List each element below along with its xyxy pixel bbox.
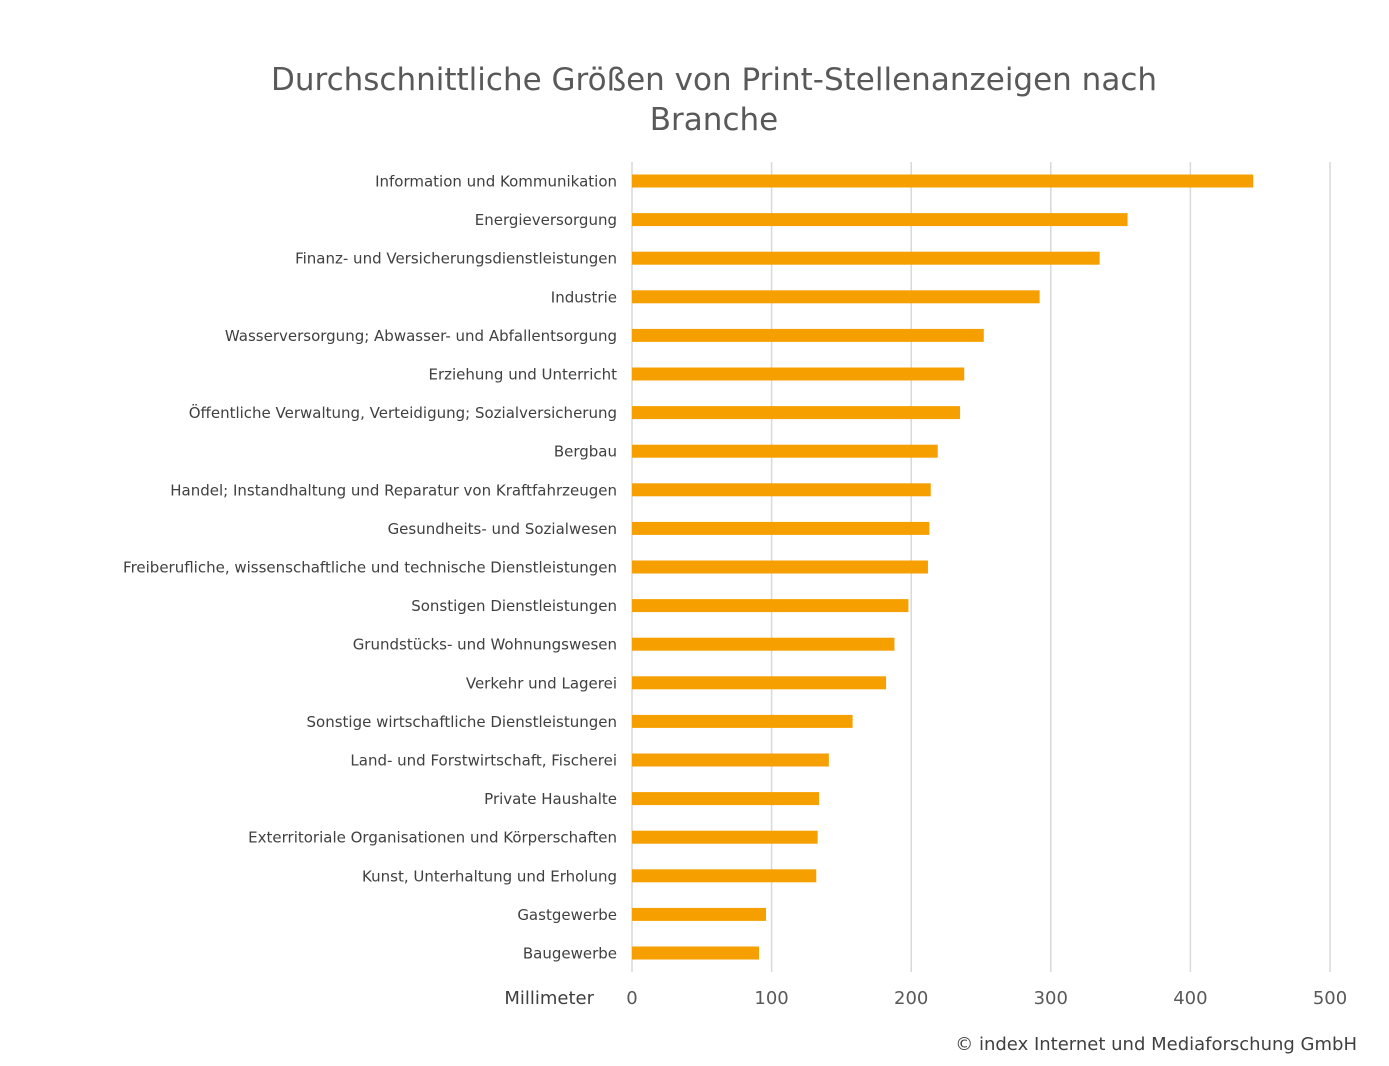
category-label-11: Freiberufliche, wissenschaftliche und te… <box>123 559 617 577</box>
x-axis-unit-label: Millimeter <box>504 988 594 1009</box>
bar-13 <box>632 637 895 651</box>
category-label-5: Wasserversorgung; Abwasser- und Abfallen… <box>225 327 617 345</box>
x-tick-label-300: 300 <box>1034 988 1068 1009</box>
category-labels: Information und Kommunikation Energievers… <box>123 173 617 963</box>
copyright-credit: © index Internet und Mediaforschung GmbH <box>955 1034 1357 1055</box>
bar-18 <box>632 830 818 844</box>
category-label-21: Baugewerbe <box>523 945 617 963</box>
category-label-15: Sonstige wirtschaftliche Dienstleistunge… <box>307 713 618 731</box>
bar-7 <box>632 406 961 420</box>
category-label-14: Verkehr und Lagerei <box>466 674 617 692</box>
category-label-7: Öffentliche Verwaltung, Verteidigung; So… <box>189 403 617 422</box>
category-label-12: Sonstigen Dienstleistungen <box>411 597 617 615</box>
x-tick-label-0: 0 <box>626 988 637 1009</box>
chart-title-line-2: Branche <box>650 102 778 138</box>
category-label-13: Grundstücks- und Wohnungswesen <box>353 636 617 654</box>
bar-17 <box>632 792 820 806</box>
bar-1 <box>632 174 1254 188</box>
category-label-3: Finanz- und Versicherungsdienstleistunge… <box>295 250 617 268</box>
bar-11 <box>632 560 928 574</box>
bar-12 <box>632 599 909 613</box>
bar-8 <box>632 444 938 458</box>
category-label-16: Land- und Forstwirtschaft, Fischerei <box>350 752 617 770</box>
category-label-20: Gastgewerbe <box>517 906 617 924</box>
bar-6 <box>632 367 965 381</box>
category-label-10: Gesundheits- und Sozialwesen <box>388 520 617 538</box>
category-label-6: Erziehung und Unterricht <box>429 366 618 384</box>
bar-5 <box>632 328 984 342</box>
bar-20 <box>632 907 767 921</box>
category-label-1: Information und Kommunikation <box>375 173 617 191</box>
bar-15 <box>632 714 853 728</box>
category-label-18: Exterritoriale Organisationen und Körper… <box>248 829 617 847</box>
bar-16 <box>632 753 829 767</box>
category-label-19: Kunst, Unterhaltung und Erholung <box>362 867 617 885</box>
category-label-9: Handel; Instandhaltung und Reparatur von… <box>170 481 617 499</box>
x-tick-label-400: 400 <box>1173 988 1207 1009</box>
chart-title: Durchschnittliche Größen von Print-Stell… <box>271 62 1157 138</box>
x-tick-label-200: 200 <box>894 988 928 1009</box>
x-tick-labels: 0 100 200 300 400 500 <box>626 988 1347 1009</box>
bar-9 <box>632 483 931 497</box>
bar-14 <box>632 676 887 690</box>
bar-4 <box>632 290 1040 304</box>
category-label-2: Energieversorgung <box>475 211 617 229</box>
bars <box>632 174 1254 960</box>
bar-10 <box>632 521 930 535</box>
x-tick-label-500: 500 <box>1313 988 1347 1009</box>
bar-19 <box>632 869 817 883</box>
category-label-8: Bergbau <box>554 443 617 461</box>
chart-title-line-1: Durchschnittliche Größen von Print-Stell… <box>271 62 1157 98</box>
category-label-4: Industrie <box>551 288 617 306</box>
bar-21 <box>632 946 760 960</box>
category-label-17: Private Haushalte <box>484 790 617 808</box>
bar-3 <box>632 251 1100 265</box>
bar-2 <box>632 213 1128 227</box>
x-tick-label-100: 100 <box>754 988 788 1009</box>
